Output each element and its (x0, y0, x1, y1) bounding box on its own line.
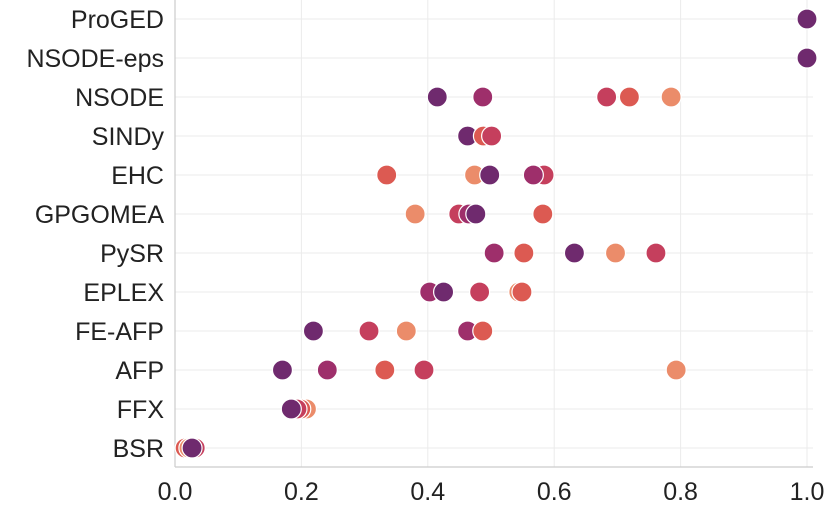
point-fe-afp-32 (302, 320, 325, 342)
y-tick-label-fe-afp: FE-AFP (75, 318, 164, 346)
y-tick-label-pysr: PySR (100, 240, 164, 268)
x-tick-label-3: 0.6 (537, 478, 572, 506)
point-bsr-49 (181, 437, 203, 459)
point-afp-40 (413, 359, 435, 381)
y-tick-label-eplex: EPLEX (83, 279, 164, 307)
y-tick-label-sindy: SINDy (92, 123, 165, 151)
point-ehc-14 (479, 164, 501, 186)
point-eplex-31 (511, 281, 533, 303)
y-tick-label-afp: AFP (115, 357, 164, 385)
point-nsode-8 (660, 86, 682, 108)
y-tick-labels: ProGED NSODE-eps NSODE SINDy EHC GPGOMEA PySR E… (26, 6, 164, 463)
point-gpgomea-17 (404, 203, 426, 225)
point-afp-38 (316, 359, 338, 381)
y-tick-label-ehc: EHC (111, 162, 164, 190)
point-pysr-23 (513, 242, 535, 264)
point-nsode-7 (618, 86, 641, 108)
point-nsode-4 (426, 86, 448, 108)
x-tick-label-5: 1.0 (790, 478, 825, 506)
y-tick-label-bsr: BSR (113, 435, 164, 463)
point-pysr-26 (645, 242, 667, 264)
y-tick-label-ffx: FFX (117, 396, 165, 424)
point-sindy-11 (481, 125, 503, 147)
grid-lines (174, 0, 813, 467)
point-gpgomea-21 (532, 203, 554, 225)
point-nsode-6 (596, 86, 618, 108)
point-afp-41 (665, 359, 687, 381)
point-proged-1 (796, 8, 818, 30)
point-eplex-28 (433, 281, 455, 303)
point-ehc-12 (376, 164, 398, 186)
y-tick-label-gpgomea: GPGOMEA (35, 201, 165, 229)
point-afp-39 (374, 359, 396, 381)
point-gpgomea-20 (465, 203, 487, 225)
x-tick-label-2: 0.4 (410, 478, 445, 506)
y-tick-label-proged: ProGED (71, 6, 164, 34)
point-nsode-eps-3 (796, 47, 818, 69)
point-fe-afp-36 (472, 320, 494, 342)
point-pysr-22 (483, 242, 505, 264)
x-tick-labels: 0.0 0.2 0.4 0.6 0.8 1.0 (158, 478, 825, 506)
x-tick-label-4: 0.8 (663, 478, 698, 506)
point-eplex-29 (469, 281, 491, 303)
x-tick-label-0: 0.0 (158, 478, 193, 506)
point-ehc-16 (522, 164, 544, 186)
point-pysr-24 (563, 242, 586, 264)
point-nsode-5 (472, 86, 494, 108)
point-afp-37 (271, 359, 294, 381)
point-ffx-45 (280, 398, 302, 420)
y-tick-label-nsode: NSODE (75, 84, 164, 112)
point-fe-afp-33 (358, 320, 380, 342)
y-tick-label-nsode-eps: NSODE-eps (26, 45, 164, 73)
data-points (174, 8, 818, 459)
point-pysr-25 (604, 242, 627, 264)
axes (174, 0, 813, 468)
point-fe-afp-34 (395, 320, 417, 342)
x-tick-label-1: 0.2 (284, 478, 319, 506)
